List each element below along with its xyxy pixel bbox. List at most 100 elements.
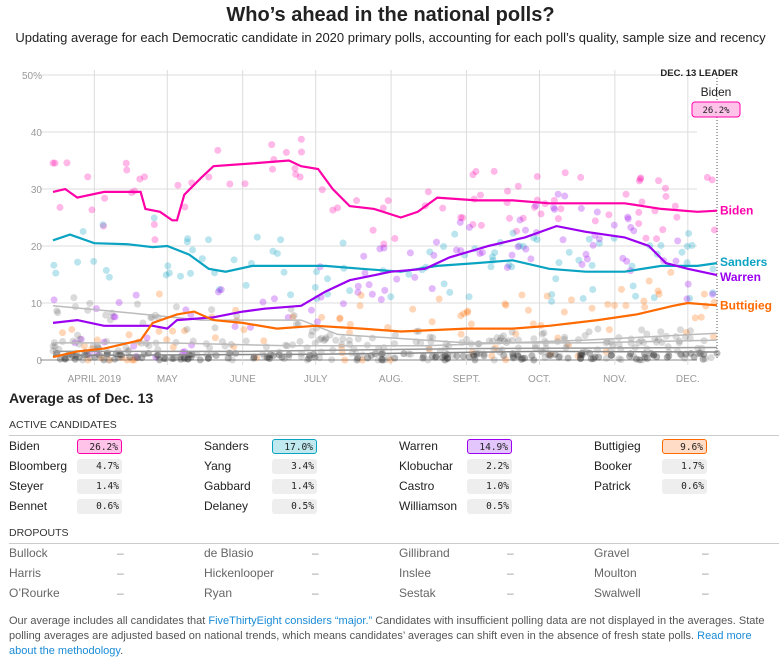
poll-dot bbox=[561, 169, 569, 177]
poll-dot bbox=[168, 355, 176, 363]
poll-dot bbox=[317, 334, 325, 342]
poll-dot bbox=[292, 320, 300, 328]
poll-dot bbox=[353, 356, 361, 364]
poll-dot bbox=[513, 227, 521, 235]
poll-dot bbox=[150, 221, 158, 229]
average-value: 0.5% bbox=[467, 498, 512, 514]
average-value: 26.2% bbox=[77, 438, 122, 454]
poll-dot bbox=[123, 356, 131, 364]
poll-dot bbox=[305, 355, 313, 363]
poll-dot bbox=[240, 326, 248, 334]
poll-dot bbox=[514, 351, 522, 359]
poll-dot bbox=[609, 341, 617, 349]
poll-dot bbox=[118, 354, 126, 362]
poll-dot bbox=[105, 273, 113, 281]
poll-dot bbox=[365, 281, 373, 289]
poll-dot bbox=[619, 254, 627, 262]
poll-dot bbox=[551, 350, 559, 358]
poll-dot bbox=[512, 330, 520, 338]
poll-dot bbox=[296, 173, 304, 181]
poll-dot bbox=[491, 344, 499, 352]
poll-dot bbox=[307, 331, 315, 339]
poll-dot bbox=[426, 333, 434, 341]
poll-dot bbox=[709, 289, 717, 297]
active-candidates-header: ACTIVE CANDIDATES bbox=[9, 419, 779, 436]
poll-dot bbox=[136, 175, 144, 183]
poll-dot bbox=[441, 356, 449, 364]
poll-dot bbox=[406, 249, 414, 257]
poll-dot bbox=[605, 211, 613, 219]
poll-dot bbox=[384, 197, 392, 205]
poll-dot bbox=[346, 287, 354, 295]
y-tick-label: 0 bbox=[36, 356, 42, 367]
poll-dot bbox=[577, 204, 585, 212]
x-tick-label: NOV. bbox=[603, 374, 627, 385]
major-candidates-link[interactable]: FiveThirtyEight considers “major.” bbox=[208, 615, 373, 627]
poll-dot bbox=[665, 352, 673, 360]
methodology-link[interactable]: Read more about the methodology bbox=[9, 630, 752, 657]
poll-dot bbox=[311, 353, 319, 361]
candidate-row: Klobuchar 2.2% bbox=[399, 456, 594, 476]
poll-dot bbox=[709, 290, 717, 298]
poll-dot bbox=[98, 354, 106, 362]
poll-dot bbox=[548, 297, 556, 305]
poll-dot bbox=[587, 355, 595, 363]
poll-dot bbox=[645, 277, 653, 285]
poll-dot bbox=[501, 300, 509, 308]
no-value-dash: – bbox=[507, 566, 514, 580]
poll-dot bbox=[467, 320, 475, 328]
footnote-text: Our average includes all candidates that bbox=[9, 615, 209, 627]
poll-dot bbox=[690, 353, 698, 361]
poll-dot bbox=[111, 355, 119, 363]
candidate-row: Bennet 0.6% bbox=[9, 496, 204, 516]
poll-dot bbox=[172, 303, 180, 311]
poll-dot bbox=[161, 355, 169, 363]
poll-dot bbox=[691, 314, 699, 322]
poll-dot bbox=[315, 354, 323, 362]
poll-dot bbox=[550, 196, 558, 204]
poll-dot bbox=[328, 356, 336, 364]
poll-dot bbox=[575, 256, 583, 264]
no-value-dash: – bbox=[312, 586, 319, 600]
poll-dot bbox=[369, 226, 377, 234]
poll-dot bbox=[145, 342, 153, 350]
poll-dot bbox=[100, 356, 108, 364]
poll-dot bbox=[529, 320, 537, 328]
poll-dot bbox=[354, 335, 362, 343]
poll-dot bbox=[105, 356, 113, 364]
page-subtitle: Updating average for each Democratic can… bbox=[15, 30, 766, 45]
poll-dot bbox=[428, 352, 436, 360]
poll-dot bbox=[463, 335, 471, 343]
poll-dot bbox=[432, 353, 440, 361]
poll-dot bbox=[708, 176, 716, 184]
poll-dot bbox=[537, 210, 545, 218]
poll-dot bbox=[380, 356, 388, 364]
candidate-name: Hickenlooper bbox=[204, 566, 275, 580]
no-value-dash: – bbox=[702, 566, 709, 580]
candidate-name: Bloomberg bbox=[9, 459, 68, 473]
candidate-row: Swalwell – bbox=[594, 583, 781, 603]
poll-dot bbox=[427, 338, 435, 346]
poll-dot bbox=[438, 353, 446, 361]
poll-dot bbox=[490, 167, 498, 175]
poll-dot bbox=[607, 347, 615, 355]
poll-dot bbox=[174, 181, 182, 189]
poll-dot bbox=[224, 354, 232, 362]
poll-dot bbox=[52, 269, 60, 277]
poll-dot bbox=[106, 316, 114, 324]
no-value-dash: – bbox=[507, 586, 514, 600]
poll-dot bbox=[594, 325, 602, 333]
poll-dot bbox=[289, 313, 297, 321]
poll-dot bbox=[241, 180, 249, 188]
poll-dot bbox=[84, 356, 92, 364]
poll-dot bbox=[500, 352, 508, 360]
candidate-name: Gillibrand bbox=[399, 546, 450, 560]
poll-dot bbox=[303, 356, 311, 364]
poll-dot bbox=[453, 352, 461, 360]
poll-dot bbox=[506, 214, 514, 222]
poll-dot bbox=[280, 355, 288, 363]
poll-dot bbox=[696, 349, 704, 357]
poll-dot bbox=[548, 290, 556, 298]
poll-dot bbox=[615, 333, 623, 341]
candidate-row: Delaney 0.5% bbox=[204, 496, 399, 516]
